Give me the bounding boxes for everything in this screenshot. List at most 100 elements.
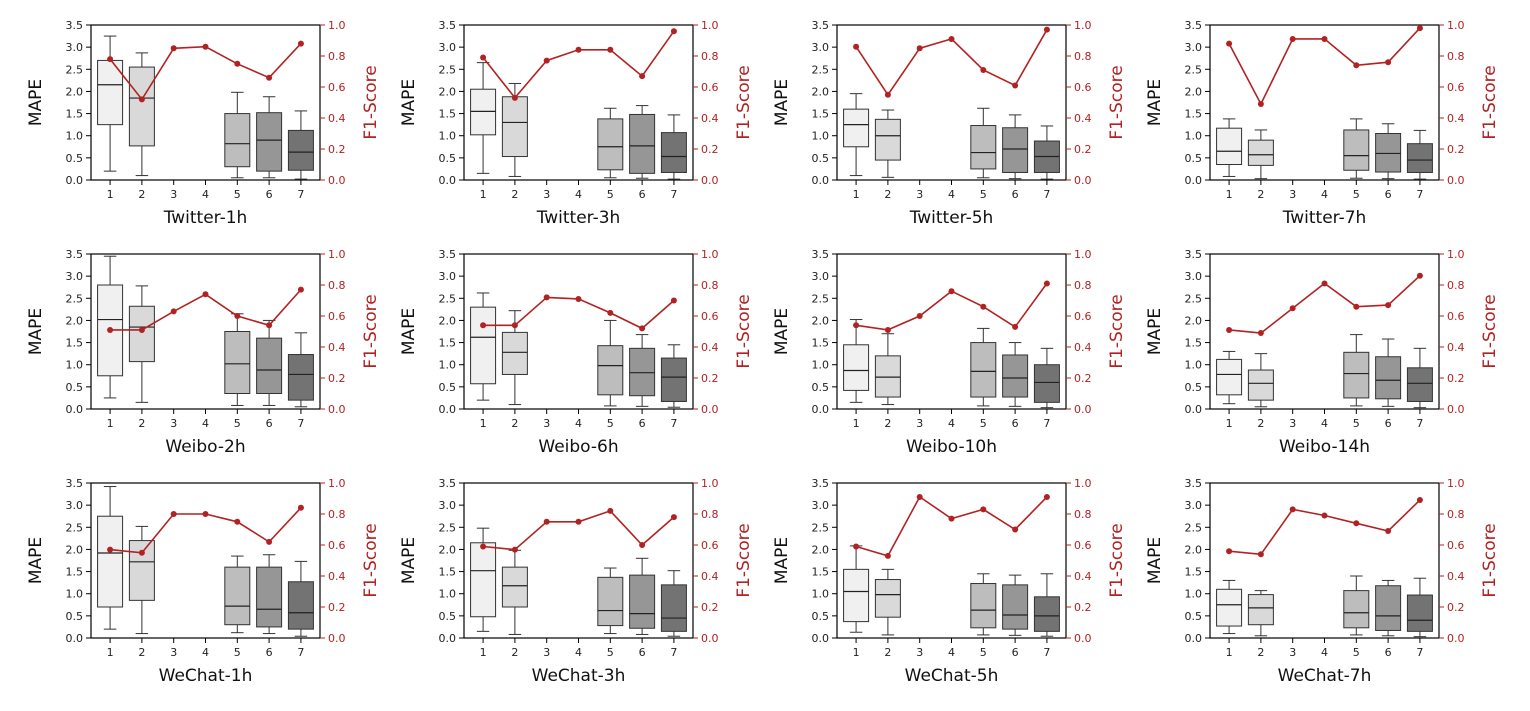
- y-tick-label: 0.5: [1185, 610, 1203, 623]
- y2-tick-label: 0.6: [328, 81, 346, 94]
- x-tick-label: 5: [1353, 646, 1360, 659]
- y2-tick-label: 1.0: [701, 477, 719, 490]
- y-tick-label: 2.5: [439, 521, 457, 534]
- y2-tick-label: 0.0: [1074, 403, 1092, 416]
- f1-point: [853, 43, 860, 50]
- y-tick-label: 1.0: [439, 359, 457, 372]
- y-tick-label: 0.0: [1185, 632, 1203, 645]
- x-tick-label: 4: [202, 188, 209, 201]
- f1-point: [884, 552, 891, 559]
- y2-tick-label: 0.6: [1447, 310, 1465, 323]
- x-tick-label: 3: [916, 417, 923, 430]
- y-tick-label: 2.0: [439, 314, 457, 327]
- y-tick-label: 2.5: [66, 63, 84, 76]
- x-tick-label: 1: [853, 417, 860, 430]
- f1-point: [234, 313, 241, 319]
- boxplot-2: [874, 109, 901, 178]
- boxplot-6: [256, 96, 283, 179]
- x-tick-label: 4: [1321, 188, 1328, 201]
- y-tick-label: 2.0: [1185, 85, 1203, 98]
- y2-axis-label: F1-Score: [734, 294, 754, 368]
- y2-tick-label: 0.6: [701, 310, 719, 323]
- f1-point: [980, 303, 987, 310]
- panel-title: WeChat-7h: [1278, 666, 1372, 686]
- y-tick-label: 1.0: [439, 130, 457, 143]
- y2-tick-label: 0.4: [1447, 570, 1465, 583]
- plot-frame: [463, 482, 694, 639]
- y2-axis-label: F1-Score: [1107, 65, 1127, 139]
- y2-tick-label: 0.0: [1074, 174, 1092, 187]
- f1-point: [670, 297, 677, 304]
- y-tick-label: 1.0: [1185, 130, 1203, 143]
- y-tick-label: 2.0: [1185, 314, 1203, 327]
- x-tick-label: 2: [511, 417, 518, 430]
- y-tick-label: 1.5: [812, 337, 830, 350]
- y-tick-label: 2.5: [1185, 521, 1203, 534]
- y-axis-label: MAPE: [772, 537, 792, 584]
- y2-axis-label: F1-Score: [361, 523, 381, 597]
- panel-title: WeChat-1h: [159, 666, 253, 686]
- y2-tick-label: 0.4: [701, 112, 719, 125]
- y2-tick-label: 1.0: [1447, 19, 1465, 32]
- y-tick-label: 1.0: [812, 130, 830, 143]
- f1-point: [1385, 302, 1392, 309]
- f1-line: [483, 509, 675, 551]
- boxplot-7: [660, 570, 687, 637]
- boxplot-1: [843, 93, 870, 177]
- y-tick-label: 0.0: [439, 632, 457, 645]
- y-tick-label: 3.5: [66, 248, 84, 261]
- y2-tick-label: 0.4: [701, 570, 719, 583]
- f1-point: [1385, 528, 1392, 535]
- f1-point: [511, 94, 518, 101]
- x-tick-label: 5: [980, 646, 987, 659]
- y-tick-label: 3.0: [439, 41, 457, 54]
- y-tick-label: 3.0: [1185, 270, 1203, 283]
- x-tick-label: 3: [543, 417, 550, 430]
- panel-title: Twitter-5h: [909, 208, 994, 228]
- box-body: [843, 568, 870, 623]
- boxplot-5: [597, 107, 624, 179]
- x-tick-label: 1: [1226, 646, 1233, 659]
- x-tick-label: 7: [1416, 417, 1423, 430]
- y-tick-label: 2.0: [812, 85, 830, 98]
- boxplot-6: [256, 554, 283, 635]
- f1-line: [1229, 499, 1421, 556]
- boxplot-5: [1343, 118, 1370, 179]
- box-body: [287, 354, 314, 401]
- boxplot-1: [470, 527, 497, 632]
- y2-axis-label: F1-Score: [1480, 294, 1500, 368]
- y-tick-label: 3.0: [1185, 41, 1203, 54]
- y2-axis-label: F1-Score: [1480, 523, 1500, 597]
- y2-tick-label: 1.0: [328, 19, 346, 32]
- y-tick-label: 0.5: [439, 610, 457, 623]
- chart-panel: 0.0 0.5 1.0 1.5 2.0 2.5 3.0 3.5 0.0 0.2 0.4 0.6 0.8 1…: [1145, 248, 1500, 457]
- y-tick-label: 3.5: [439, 19, 457, 32]
- chart-panel: 0.0 0.5 1.0 1.5 2.0 2.5 3.0 3.5 0.0 0.2 0.4 0.6 0.8 1…: [399, 477, 754, 686]
- f1-point: [575, 295, 582, 302]
- x-tick-label: 6: [1012, 417, 1019, 430]
- boxplot-6: [1375, 579, 1402, 637]
- f1-point: [670, 514, 677, 521]
- boxplot-5: [970, 573, 997, 636]
- chart-panel: 0.0 0.5 1.0 1.5 2.0 2.5 3.0 3.5 0.0 0.2 0.4 0.6 0.8 1…: [399, 19, 754, 228]
- y-tick-label: 1.5: [1185, 566, 1203, 579]
- f1-point: [670, 28, 677, 35]
- f1-point: [1012, 82, 1019, 89]
- box-body: [1002, 584, 1029, 630]
- y2-tick-label: 0.2: [328, 372, 346, 385]
- x-tick-label: 3: [916, 646, 923, 659]
- y-tick-label: 2.0: [1185, 543, 1203, 556]
- y2-axis-label: F1-Score: [1107, 523, 1127, 597]
- box-body: [660, 584, 687, 632]
- y2-tick-label: 0.8: [1074, 279, 1092, 292]
- x-tick-label: 4: [1321, 646, 1328, 659]
- y2-tick-label: 0.4: [1074, 570, 1092, 583]
- boxplot-5: [970, 327, 997, 407]
- f1-point: [1416, 497, 1423, 504]
- boxplot-1: [843, 319, 870, 403]
- panel-title: Twitter-7h: [1282, 208, 1367, 228]
- box-body: [256, 112, 283, 172]
- y-tick-label: 0.0: [812, 174, 830, 187]
- f1-point: [480, 543, 487, 550]
- x-tick-label: 3: [1289, 646, 1296, 659]
